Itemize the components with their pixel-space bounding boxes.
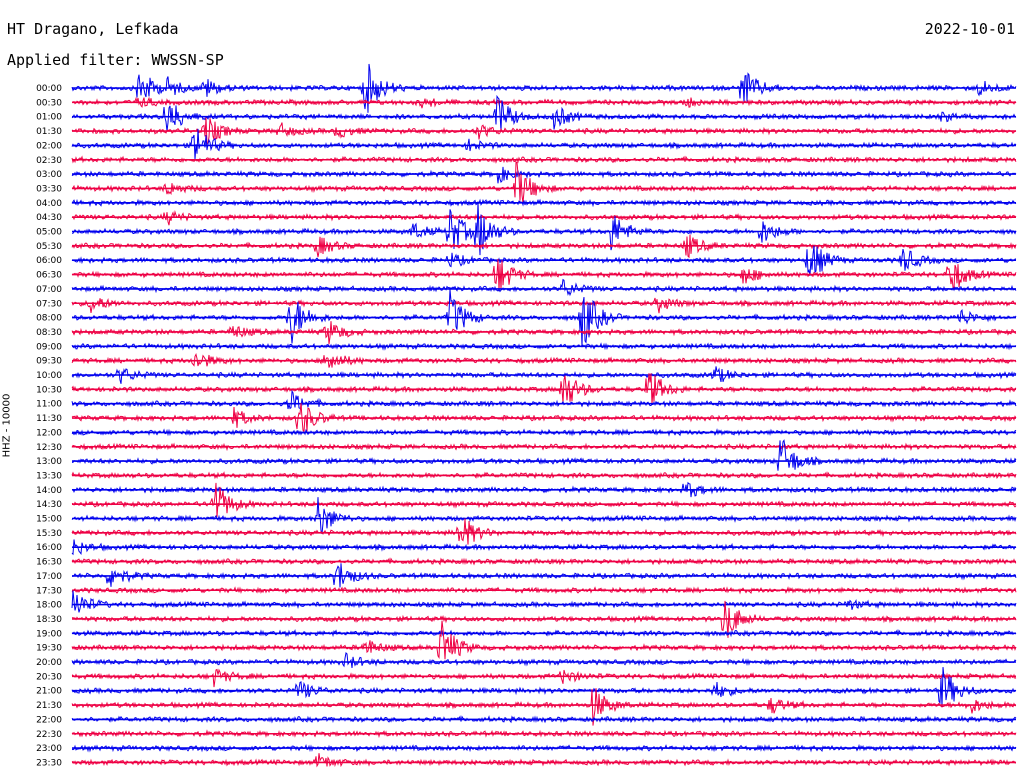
- row-time-label: 06:30: [36, 271, 62, 281]
- row-time-label: 18:30: [36, 615, 62, 625]
- seismic-trace-row: [71, 297, 1017, 314]
- seismic-trace-row: [71, 389, 1017, 410]
- row-time-label: 06:00: [36, 256, 62, 266]
- row-time-label: 14:30: [36, 500, 62, 510]
- row-time-label: 18:00: [36, 601, 62, 611]
- seismic-trace-row: [71, 620, 1017, 660]
- seismic-trace-row: [71, 518, 1017, 545]
- row-time-label: 01:30: [36, 127, 62, 137]
- seismic-trace-row: [71, 668, 1017, 688]
- row-time-label: 00:00: [36, 84, 62, 94]
- row-time-label: 22:30: [36, 730, 62, 740]
- row-time-label: 15:00: [36, 515, 62, 525]
- station-title: HT Dragano, Lefkada: [7, 20, 179, 38]
- row-time-label: 13:00: [36, 457, 62, 467]
- row-time-label: 10:00: [36, 371, 62, 381]
- row-time-label: 15:30: [36, 529, 62, 539]
- row-time-label: 16:30: [36, 558, 62, 568]
- seismic-trace-row: [71, 128, 1017, 160]
- seismic-trace-row: [71, 161, 1017, 204]
- row-time-label: 21:00: [36, 687, 62, 697]
- seismic-trace-row: [71, 289, 1017, 348]
- seismic-trace-row: [71, 590, 1017, 613]
- seismic-trace-row: [71, 210, 1017, 226]
- row-time-label: 02:00: [36, 141, 62, 151]
- row-time-label: 04:30: [36, 213, 62, 223]
- row-time-label: 20:00: [36, 658, 62, 668]
- row-time-label: 09:30: [36, 357, 62, 367]
- row-time-label: 09:00: [36, 342, 62, 352]
- date-label: 2022-10-01: [924, 20, 1015, 38]
- seismic-trace-row: [71, 94, 1017, 132]
- row-time-label: 05:30: [36, 242, 62, 252]
- row-time-label: 11:00: [36, 400, 62, 410]
- row-time-label: 21:30: [36, 701, 62, 711]
- row-time-label: 22:00: [36, 715, 62, 725]
- seismic-trace-row: [72, 439, 1017, 471]
- row-time-label: 07:00: [36, 285, 62, 295]
- seismic-trace-row: [71, 166, 1017, 184]
- row-time-label: 07:30: [36, 299, 62, 309]
- seismic-trace-row: [71, 482, 1017, 517]
- row-time-label: 16:00: [36, 543, 62, 553]
- row-time-label: 00:30: [36, 98, 62, 108]
- row-time-label: 23:30: [36, 758, 62, 768]
- row-time-label: 13:30: [36, 471, 62, 481]
- row-time-label: 12:30: [36, 443, 62, 453]
- row-time-label: 01:00: [36, 113, 62, 123]
- filter-label: Applied filter: WWSSN-SP: [7, 51, 224, 69]
- row-time-label: 08:00: [36, 314, 62, 324]
- row-time-label: 03:00: [36, 170, 62, 180]
- row-time-label: 14:00: [36, 486, 62, 496]
- row-time-label: 23:00: [36, 744, 62, 754]
- row-time-label: 02:30: [36, 156, 62, 166]
- row-time-label: 19:00: [36, 629, 62, 639]
- row-time-label: 03:30: [36, 184, 62, 194]
- seismic-trace-row: [71, 278, 1017, 297]
- row-time-label: 12:00: [36, 428, 62, 438]
- row-time-label: 04:00: [36, 199, 62, 209]
- seismic-trace-row: [71, 652, 1017, 668]
- seismic-trace-row: [71, 753, 1017, 768]
- row-time-label: 19:30: [36, 644, 62, 654]
- row-time-label: 20:30: [36, 672, 62, 682]
- row-time-label: 17:30: [36, 586, 62, 596]
- row-time-label: 11:30: [36, 414, 62, 424]
- row-time-label: 08:30: [36, 328, 62, 338]
- row-time-label: 10:30: [36, 385, 62, 395]
- row-time-label: 05:00: [36, 228, 62, 238]
- row-time-label: 17:00: [36, 572, 62, 582]
